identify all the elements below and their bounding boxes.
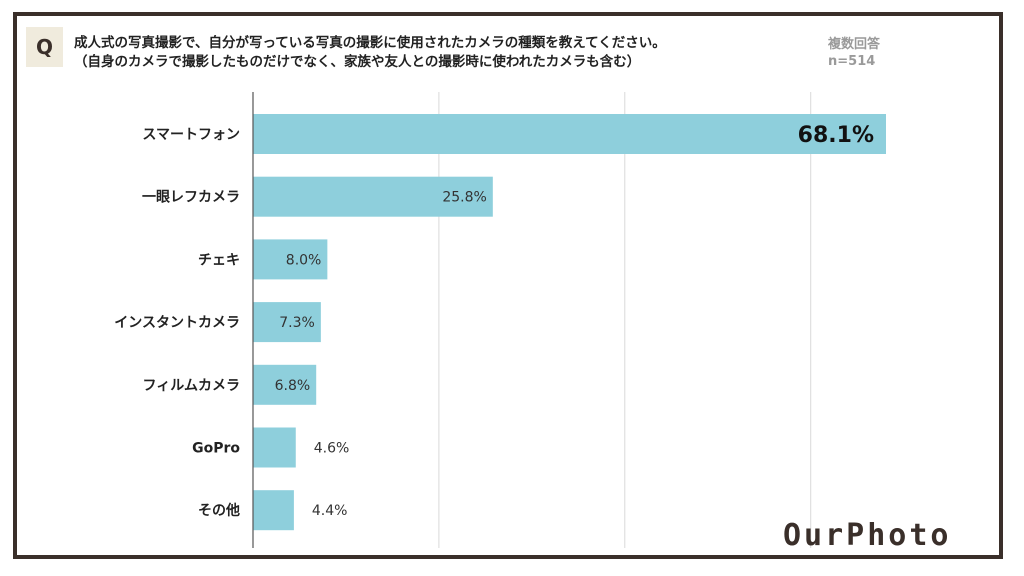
bar [253,364,317,405]
value-label: 8.0% [286,252,322,268]
category-label: 一眼レフカメラ [142,190,240,206]
category-label: インスタントカメラ [114,315,240,331]
category-label: GoPro [192,441,240,457]
value-label: 4.4% [312,503,348,519]
sample-size-label: n=514 [828,54,876,69]
bar [253,114,886,154]
ourphoto-logo: OurPhoto [783,518,952,553]
bar [253,427,296,468]
question-line-2: （自身のカメラで撮影したものだけでなく、家族や友人との撮影時に使われたカメラも含… [74,54,641,70]
bar [253,176,493,217]
question-text: 成人式の写真撮影で、自分が写っている写真の撮影に使用されたカメラの種類を教えてく… [74,34,814,72]
value-label: 25.8% [442,190,486,206]
question-line-1: 成人式の写真撮影で、自分が写っている写真の撮影に使用されたカメラの種類を教えてく… [74,35,666,51]
bar [253,302,321,343]
bar [253,239,328,280]
category-label: その他 [198,502,240,519]
category-label: スマートフォン [142,127,240,143]
answer-type-label: 複数回答 [828,37,881,52]
value-label: 4.6% [314,441,350,457]
value-label: 68.1% [798,123,874,148]
survey-meta: 複数回答 n=514 [828,36,880,70]
bar [253,490,294,531]
category-label: フィルムカメラ [143,378,240,394]
category-label: チェキ [198,252,240,268]
value-label: 7.3% [279,315,315,331]
value-label: 6.8% [275,378,311,394]
question-badge: Q [26,27,63,67]
chart-frame [13,12,1003,559]
